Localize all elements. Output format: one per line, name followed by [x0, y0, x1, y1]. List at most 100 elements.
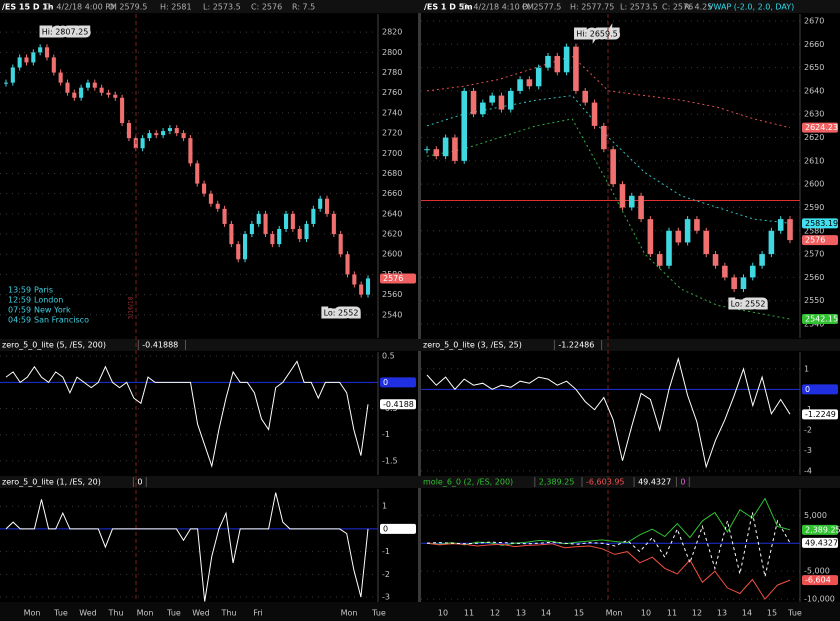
candle: [10, 67, 15, 83]
y-tick-label: 2670: [804, 16, 824, 25]
price-marker: [802, 537, 838, 548]
y-tick-label: 2780: [382, 68, 402, 77]
candle: [345, 254, 350, 275]
y-tick-label: 2560: [804, 273, 824, 282]
price-marker: [380, 523, 416, 534]
candle: [120, 97, 125, 124]
clock-city: New York: [34, 306, 71, 315]
lo-label-box: Lo: 2552: [324, 309, 359, 318]
y-tick-label: 2540: [382, 310, 402, 319]
indicator-header: -0.41888: [142, 341, 178, 350]
candle: [290, 213, 295, 229]
header-item: D: 4/2/18 4:10 PM: [462, 3, 534, 12]
candle: [480, 102, 486, 115]
candle: [181, 133, 186, 139]
indicator-header: 0: [137, 478, 142, 487]
candle: [759, 254, 765, 266]
x-tick-label: 10: [641, 609, 651, 618]
y-tick-label: 1: [382, 502, 387, 511]
candle: [331, 213, 336, 235]
candle: [563, 46, 570, 73]
price-marker: [802, 122, 838, 133]
y-tick-label: 2760: [382, 88, 402, 97]
candle: [304, 223, 309, 240]
candle: [452, 137, 458, 161]
candle: [236, 244, 241, 260]
pane-divider: [0, 476, 840, 488]
price-marker-label: -1.2249: [805, 410, 836, 419]
indicator-line: [426, 542, 791, 600]
candle: [215, 203, 220, 209]
indicator-line: [426, 512, 791, 577]
price-marker: [802, 218, 838, 229]
clock-time: 07:59: [8, 306, 31, 315]
y-tick-label: 2600: [804, 180, 824, 189]
header-item: L: 2573.5: [203, 3, 241, 12]
candle: [365, 278, 371, 295]
divider: [418, 0, 421, 621]
candle: [601, 125, 607, 150]
candle: [507, 90, 514, 110]
candle: [628, 195, 635, 208]
y-tick-label: 2550: [804, 296, 824, 305]
candle: [666, 230, 672, 266]
y-tick-label: 2620: [804, 133, 824, 142]
header-item: C: 2576: [662, 3, 693, 12]
candle: [610, 149, 616, 185]
price-marker-label: 2542.15: [805, 315, 838, 324]
price-marker: [380, 273, 416, 284]
y-tick-label: 2720: [382, 129, 402, 138]
header-item: D: 4/2/18 4:00 PM: [45, 3, 117, 12]
candle: [174, 128, 179, 134]
x-tick-label: 13: [516, 609, 526, 618]
candle: [675, 230, 682, 243]
y-tick-label: -5,000: [804, 567, 830, 576]
candle: [359, 284, 364, 295]
header-item: C: 2576: [251, 3, 282, 12]
price-marker: [380, 377, 416, 388]
y-tick-label: -10,000: [804, 595, 835, 604]
y-tick-label: -2: [382, 570, 390, 579]
candle: [147, 133, 152, 139]
clock-city: Paris: [34, 286, 53, 295]
vwap-band: [426, 118, 791, 320]
y-tick-label: 2800: [382, 48, 402, 57]
candle: [749, 265, 756, 278]
candle: [113, 94, 118, 98]
candle: [424, 149, 430, 151]
candle: [44, 47, 50, 58]
candle: [582, 90, 589, 103]
price-marker-label: 0: [805, 385, 810, 394]
y-tick-label: 2660: [804, 40, 824, 49]
y-tick-label: 2610: [804, 156, 824, 165]
x-tick-label: Thu: [107, 609, 123, 618]
price-marker-label: 0: [383, 378, 388, 387]
x-tick-label: 10: [438, 609, 448, 618]
clock-city: San Francisco: [34, 316, 89, 325]
indicator-line: [5, 492, 369, 602]
candle: [283, 213, 289, 229]
price-marker: [802, 384, 838, 395]
x-tick-label: Tue: [53, 609, 68, 618]
candle: [79, 87, 84, 98]
candle: [222, 208, 227, 224]
candle: [526, 79, 533, 87]
y-tick-label: 2620: [382, 230, 402, 239]
candle: [573, 46, 579, 91]
price-marker: [802, 409, 838, 420]
header-item: VWAP (-2.0, 2.0, DAY): [708, 3, 794, 12]
candle: [65, 82, 70, 93]
candle: [712, 254, 719, 266]
y-tick-label: -1: [382, 547, 390, 556]
clock-city: London: [34, 296, 63, 305]
y-tick-label: 2640: [382, 209, 402, 218]
candle: [202, 183, 207, 194]
candle: [638, 195, 644, 220]
candle: [338, 234, 343, 255]
candle: [352, 274, 357, 285]
y-tick-label: 2700: [382, 149, 402, 158]
candle: [85, 82, 91, 88]
candle: [461, 90, 468, 161]
price-marker: [802, 575, 838, 586]
candle: [51, 57, 56, 73]
